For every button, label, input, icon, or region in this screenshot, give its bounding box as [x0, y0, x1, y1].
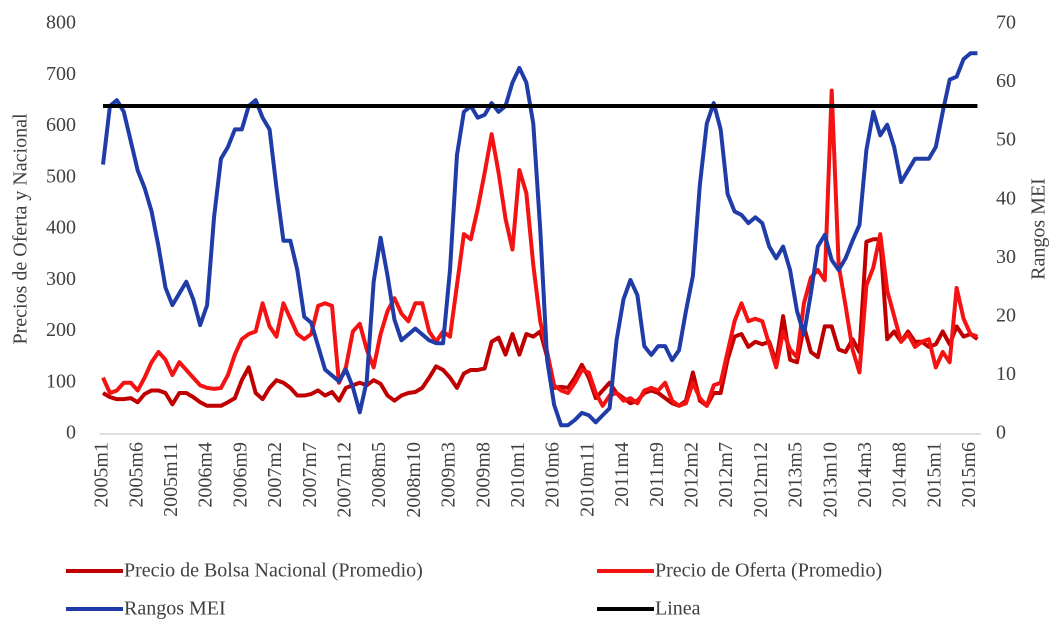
legend-label: Rangos MEI	[124, 598, 226, 620]
x-tick-label: 2009m8	[472, 442, 494, 508]
series-line	[101, 51, 978, 428]
x-tick-label: 2010m1	[507, 442, 529, 508]
y2-axis-title: Rangos MEI	[1028, 178, 1050, 280]
x-tick-label: 2005m11	[160, 442, 182, 517]
x-tick-label: 2012m2	[680, 442, 702, 508]
y2-tick-label: 40	[996, 187, 1016, 209]
series-line	[101, 88, 979, 408]
x-tick-label: 2007m2	[264, 442, 286, 508]
x-tick-label: 2006m4	[195, 442, 217, 508]
y-axis-title: Precios de Oferta y Nacional	[10, 113, 32, 344]
y2-tick-label: 60	[996, 70, 1016, 92]
y2-tick-label: 70	[996, 12, 1016, 34]
legend-label: Precio de Oferta (Promedio)	[655, 560, 882, 582]
x-tick-label: 2014m3	[854, 442, 876, 508]
y2-tick-label: 10	[996, 363, 1016, 385]
x-tick-label: 2005m1	[91, 442, 113, 508]
x-tick-label: 2006m9	[229, 442, 251, 508]
y-tick-label: 800	[46, 12, 76, 34]
x-tick-label: 2013m10	[819, 442, 841, 518]
x-tick-label: 2009m3	[438, 442, 460, 508]
legend-label: Precio de Bolsa Nacional (Promedio)	[124, 560, 423, 582]
y2-tick-label: 30	[996, 246, 1016, 268]
y2-tick-label: 50	[996, 129, 1016, 151]
y-tick-label: 700	[46, 63, 76, 85]
x-tick-label: 2014m8	[889, 442, 911, 508]
y-tick-label: 200	[46, 319, 76, 341]
x-tick-label: 2011m4	[611, 442, 633, 507]
x-tick-label: 2012m7	[715, 442, 737, 508]
y2-tick-label: 20	[996, 304, 1016, 326]
series-line	[101, 237, 979, 408]
x-tick-label: 2015m1	[923, 442, 945, 508]
x-tick-label: 2007m12	[333, 442, 355, 518]
x-tick-label: 2013m5	[785, 442, 807, 508]
x-tick-label: 2007m7	[299, 442, 321, 508]
x-tick-label: 2008m5	[368, 442, 390, 508]
y-tick-label: 0	[66, 422, 76, 444]
x-tick-label: 2010m6	[542, 442, 564, 508]
y-tick-label: 300	[46, 268, 76, 290]
x-tick-label: 2015m6	[958, 442, 980, 508]
y-tick-label: 600	[46, 114, 76, 136]
y2-tick-label: 0	[996, 422, 1006, 444]
x-tick-label: 2012m12	[750, 442, 772, 518]
x-tick-label: 2008m10	[403, 442, 425, 518]
x-tick-label: 2011m9	[646, 442, 668, 507]
y-tick-label: 400	[46, 217, 76, 239]
x-tick-label: 2005m6	[125, 442, 147, 508]
legend-label: Linea	[655, 598, 701, 620]
y-tick-label: 100	[46, 370, 76, 392]
x-tick-label: 2010m11	[576, 442, 598, 517]
y-tick-label: 500	[46, 165, 76, 187]
